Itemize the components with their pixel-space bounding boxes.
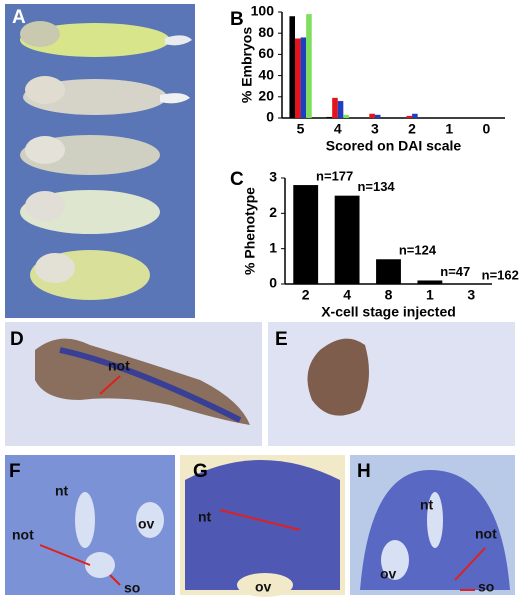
bar (376, 259, 401, 284)
label: nt (55, 483, 69, 499)
label: so (478, 579, 494, 595)
bar (306, 14, 312, 118)
y-tick-label: 0 (266, 109, 274, 125)
x-axis-title: X-cell stage injected (321, 304, 456, 320)
panel-letter: D (10, 329, 24, 350)
bar (374, 114, 381, 118)
x-tick-label: 1 (426, 287, 434, 303)
bar (332, 97, 338, 118)
label: ov (255, 579, 272, 595)
panel-letter: C (230, 169, 244, 190)
bar (293, 185, 319, 284)
bar (295, 38, 301, 118)
label: ov (138, 516, 155, 532)
y-tick-label: 40 (258, 66, 274, 82)
bar (337, 101, 344, 118)
bar (343, 114, 349, 118)
stain (59, 347, 242, 423)
panel-letter: E (275, 329, 288, 350)
y-tick-label: 1 (269, 239, 277, 255)
annotation: n=134 (357, 179, 395, 194)
label: not (12, 527, 34, 543)
photo-e (268, 322, 515, 446)
panel-letter: F (9, 461, 21, 482)
x-axis-title: Scored on DAI scale (326, 138, 462, 154)
x-tick-label: 2 (408, 121, 416, 137)
x-tick-label: 8 (385, 287, 393, 303)
y-axis-title: % Phenotype (242, 187, 258, 275)
x-tick-label: 4 (334, 121, 342, 137)
y-tick-label: 0 (269, 275, 277, 291)
bar (289, 16, 296, 119)
bar (300, 37, 307, 118)
y-tick-label: 3 (269, 169, 277, 185)
panel-letter: H (357, 461, 371, 482)
x-tick-label: 3 (467, 287, 475, 303)
annotation: n=124 (399, 243, 437, 258)
label: not (475, 526, 497, 542)
x-tick-label: 2 (302, 287, 310, 303)
arrows (39, 509, 486, 591)
y-tick-label: 20 (258, 88, 274, 104)
label: nt (420, 497, 434, 513)
bar (326, 116, 333, 118)
y-tick-label: 100 (251, 3, 275, 19)
y-axis-title: % Embryos (239, 27, 255, 103)
label: nt (198, 509, 212, 525)
panel-letter: B (230, 9, 244, 30)
bar (417, 280, 443, 284)
label: so (124, 580, 140, 596)
embryo (307, 338, 369, 416)
arrow (99, 375, 121, 395)
y-tick-label: 2 (269, 204, 277, 220)
x-tick-label: 1 (445, 121, 453, 137)
panel-letter: A (12, 7, 26, 28)
y-tick-label: 60 (258, 45, 274, 61)
panel-letter: G (193, 461, 208, 482)
x-tick-label: 5 (297, 121, 305, 137)
bar (334, 195, 360, 284)
annotation: n=162 (482, 267, 519, 282)
label: ov (380, 566, 397, 582)
embryos (20, 21, 192, 300)
annotation: n=47 (440, 264, 470, 279)
bar (406, 115, 413, 118)
label: not (108, 358, 130, 374)
bar (412, 113, 418, 118)
bar (369, 113, 375, 118)
x-tick-label: 0 (483, 121, 491, 137)
x-tick-label: 3 (371, 121, 379, 137)
x-tick-label: 4 (343, 287, 351, 303)
annotation: n=177 (316, 169, 353, 184)
y-tick-label: 80 (258, 24, 274, 40)
